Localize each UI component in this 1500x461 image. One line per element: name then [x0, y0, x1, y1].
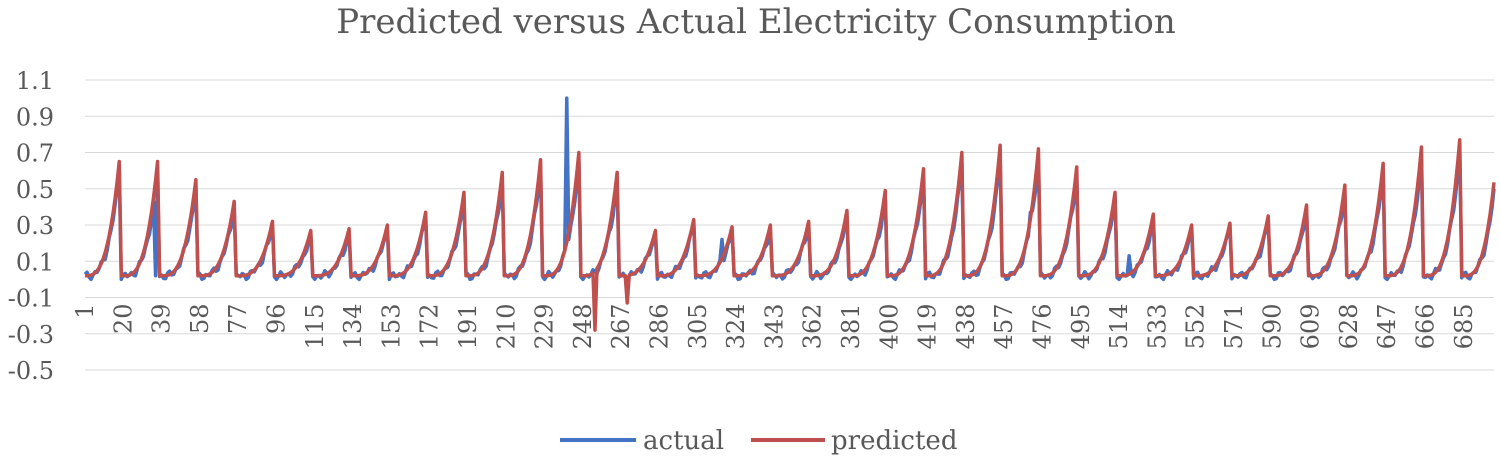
- x-tick-label: 229: [531, 304, 559, 350]
- x-tick-label: 419: [914, 304, 942, 350]
- x-tick-label: 305: [684, 304, 712, 350]
- x-tick-label: 20: [109, 304, 137, 335]
- x-tick-label: 134: [339, 304, 367, 350]
- y-axis: 1.1 0.9 0.7 0.5 0.3 0.1 -0.1 -0.3 -0.5: [8, 67, 54, 385]
- x-tick-label: 115: [301, 304, 329, 350]
- x-tick-label: 590: [1258, 304, 1286, 350]
- x-tick-label: 39: [148, 304, 176, 335]
- legend-label-actual[interactable]: actual: [643, 426, 724, 456]
- x-tick-label: 153: [377, 304, 405, 350]
- x-tick-label: 343: [760, 304, 788, 350]
- y-tick-label: 0.5: [16, 176, 54, 204]
- x-tick-label: 248: [569, 304, 597, 350]
- y-tick-label: 1.1: [16, 67, 54, 95]
- x-tick-label: 666: [1411, 304, 1439, 350]
- x-tick-label: 58: [186, 304, 214, 335]
- x-tick-label: 495: [1067, 304, 1095, 350]
- x-tick-label: 400: [875, 304, 903, 350]
- gridlines: [85, 79, 1494, 371]
- x-tick-label: 267: [607, 304, 635, 350]
- y-tick-label: -0.3: [8, 321, 54, 349]
- y-tick-label: -0.1: [8, 285, 54, 313]
- x-tick-label: 77: [224, 304, 252, 335]
- y-tick-label: 0.7: [16, 140, 54, 168]
- x-tick-label: 609: [1297, 304, 1325, 350]
- y-tick-label: -0.5: [8, 357, 54, 385]
- x-tick-label: 571: [1220, 304, 1248, 350]
- x-tick-label: 533: [1143, 304, 1171, 350]
- x-tick-label: 324: [722, 304, 750, 350]
- x-tick-label: 514: [1105, 304, 1133, 350]
- x-tick-label: 647: [1373, 304, 1401, 350]
- y-tick-label: 0.9: [16, 103, 54, 131]
- x-tick-label: 1: [71, 304, 99, 319]
- x-tick-label: 685: [1450, 304, 1478, 350]
- y-tick-label: 0.3: [16, 212, 54, 240]
- x-tick-label: 438: [952, 304, 980, 350]
- x-tick-label: 210: [492, 304, 520, 350]
- x-tick-label: 96: [262, 304, 290, 335]
- plot-area: [83, 96, 1496, 332]
- y-tick-label: 0.1: [16, 248, 54, 276]
- x-tick-label: 476: [1028, 304, 1056, 350]
- series-line-predicted: [84, 138, 1496, 332]
- chart-title: Predicted versus Actual Electricity Cons…: [336, 2, 1175, 42]
- x-tick-label: 381: [837, 304, 865, 350]
- x-tick-label: 628: [1335, 304, 1363, 350]
- legend-label-predicted[interactable]: predicted: [831, 426, 957, 456]
- x-tick-label: 362: [799, 304, 827, 350]
- x-axis: 1 20 39 58 77 96 115 134 153 172 191 210 229 248 267 28…: [71, 304, 1478, 350]
- legend[interactable]: actual predicted: [560, 426, 957, 456]
- x-tick-label: 286: [645, 304, 673, 350]
- x-tick-label: 552: [1182, 304, 1210, 350]
- x-tick-label: 457: [990, 304, 1018, 350]
- x-tick-label: 172: [416, 304, 444, 350]
- x-tick-label: 191: [454, 304, 482, 350]
